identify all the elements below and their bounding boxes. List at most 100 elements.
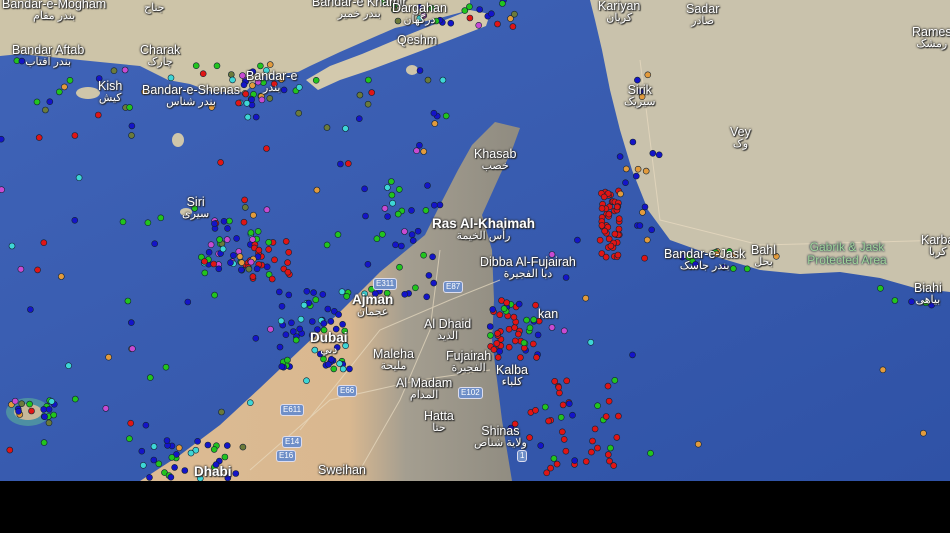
ship-marker[interactable] bbox=[277, 317, 285, 325]
ship-marker[interactable] bbox=[276, 343, 284, 351]
ship-marker[interactable] bbox=[95, 111, 102, 119]
ship-marker[interactable] bbox=[226, 217, 233, 225]
ship-marker[interactable] bbox=[335, 311, 342, 318]
ship-marker[interactable] bbox=[212, 461, 220, 468]
ship-marker[interactable] bbox=[150, 443, 158, 450]
ship-marker[interactable] bbox=[560, 436, 568, 443]
ship-marker[interactable] bbox=[210, 260, 217, 268]
ship-marker[interactable] bbox=[365, 76, 372, 84]
ship-marker[interactable] bbox=[35, 134, 43, 141]
ship-marker[interactable] bbox=[364, 100, 372, 108]
ship-marker[interactable] bbox=[436, 201, 444, 209]
ship-marker[interactable] bbox=[692, 261, 699, 268]
ship-marker[interactable] bbox=[235, 99, 242, 107]
ship-marker[interactable] bbox=[327, 355, 335, 363]
ship-marker[interactable] bbox=[65, 362, 72, 370]
ship-marker[interactable] bbox=[729, 265, 737, 272]
ship-marker[interactable] bbox=[638, 93, 646, 100]
ship-marker[interactable] bbox=[420, 148, 428, 155]
ship-marker[interactable] bbox=[216, 236, 223, 243]
ship-marker[interactable] bbox=[6, 446, 14, 454]
ship-marker[interactable] bbox=[42, 106, 49, 114]
ship-marker[interactable] bbox=[772, 252, 780, 260]
ship-marker[interactable] bbox=[0, 186, 5, 193]
ship-marker[interactable] bbox=[726, 248, 733, 255]
ship-marker[interactable] bbox=[891, 297, 899, 304]
ship-marker[interactable] bbox=[430, 279, 438, 287]
ship-marker[interactable] bbox=[607, 444, 614, 452]
ship-marker[interactable] bbox=[303, 287, 311, 295]
ship-marker[interactable] bbox=[648, 226, 656, 234]
ship-marker[interactable] bbox=[416, 4, 424, 11]
ship-marker[interactable] bbox=[325, 361, 332, 368]
ship-marker[interactable] bbox=[489, 306, 497, 313]
ship-marker[interactable] bbox=[0, 135, 5, 143]
ship-marker[interactable] bbox=[487, 332, 494, 339]
ship-marker[interactable] bbox=[46, 98, 54, 105]
ship-marker[interactable] bbox=[343, 292, 351, 300]
ship-marker[interactable] bbox=[588, 448, 595, 456]
ship-marker[interactable] bbox=[629, 138, 637, 146]
ship-marker[interactable] bbox=[720, 264, 728, 271]
ship-marker[interactable] bbox=[587, 338, 595, 346]
ship-marker[interactable] bbox=[257, 62, 264, 70]
ship-marker[interactable] bbox=[138, 447, 146, 455]
ship-marker[interactable] bbox=[26, 400, 33, 408]
ship-marker[interactable] bbox=[124, 297, 132, 305]
ship-marker[interactable] bbox=[201, 269, 209, 277]
ship-marker[interactable] bbox=[144, 219, 152, 226]
ship-marker[interactable] bbox=[295, 109, 303, 117]
ship-marker[interactable] bbox=[229, 76, 236, 84]
ship-marker[interactable] bbox=[475, 21, 483, 29]
ship-marker[interactable] bbox=[548, 251, 556, 258]
ship-marker[interactable] bbox=[288, 319, 295, 327]
ship-marker[interactable] bbox=[430, 201, 438, 209]
ship-marker[interactable] bbox=[614, 251, 622, 259]
ship-marker[interactable] bbox=[192, 446, 200, 454]
ship-marker[interactable] bbox=[218, 408, 225, 416]
ship-marker[interactable] bbox=[198, 253, 205, 261]
ship-marker[interactable] bbox=[50, 411, 58, 419]
ship-marker[interactable] bbox=[28, 407, 35, 415]
ship-marker[interactable] bbox=[263, 67, 270, 74]
ship-marker[interactable] bbox=[295, 84, 303, 91]
ship-marker[interactable] bbox=[647, 449, 654, 457]
ship-marker[interactable] bbox=[591, 425, 599, 433]
ship-marker[interactable] bbox=[191, 205, 198, 212]
ship-marker[interactable] bbox=[140, 461, 147, 469]
ship-marker[interactable] bbox=[606, 457, 613, 465]
ship-marker[interactable] bbox=[232, 470, 240, 477]
ship-marker[interactable] bbox=[920, 429, 927, 437]
ship-marker[interactable] bbox=[205, 249, 213, 256]
ship-marker[interactable] bbox=[557, 413, 565, 421]
ship-marker[interactable] bbox=[219, 245, 227, 253]
ship-marker[interactable] bbox=[342, 125, 349, 132]
ship-marker[interactable] bbox=[72, 395, 79, 403]
ship-marker[interactable] bbox=[594, 402, 601, 410]
ship-marker[interactable] bbox=[420, 251, 427, 259]
ship-marker[interactable] bbox=[429, 253, 436, 261]
ship-marker[interactable] bbox=[278, 76, 285, 83]
ship-marker[interactable] bbox=[563, 377, 571, 385]
ship-marker[interactable] bbox=[547, 464, 554, 472]
ship-marker[interactable] bbox=[416, 67, 424, 74]
ship-marker[interactable] bbox=[217, 159, 224, 166]
ship-marker[interactable] bbox=[545, 417, 552, 425]
ship-marker[interactable] bbox=[555, 383, 563, 391]
ship-marker[interactable] bbox=[238, 259, 245, 266]
ship-marker[interactable] bbox=[247, 258, 255, 266]
ship-marker[interactable] bbox=[339, 320, 346, 328]
ship-marker[interactable] bbox=[439, 76, 447, 84]
ship-marker[interactable] bbox=[611, 230, 619, 238]
ship-marker[interactable] bbox=[493, 340, 501, 347]
ship-marker[interactable] bbox=[105, 353, 112, 361]
ship-marker[interactable] bbox=[613, 203, 621, 211]
ship-marker[interactable] bbox=[55, 88, 63, 96]
ship-marker[interactable] bbox=[551, 377, 559, 385]
ship-marker[interactable] bbox=[289, 328, 297, 335]
ship-marker[interactable] bbox=[428, 4, 435, 12]
ship-marker[interactable] bbox=[252, 334, 260, 342]
ship-marker[interactable] bbox=[57, 273, 65, 280]
ship-marker[interactable] bbox=[146, 474, 153, 481]
ship-marker[interactable] bbox=[284, 356, 291, 364]
